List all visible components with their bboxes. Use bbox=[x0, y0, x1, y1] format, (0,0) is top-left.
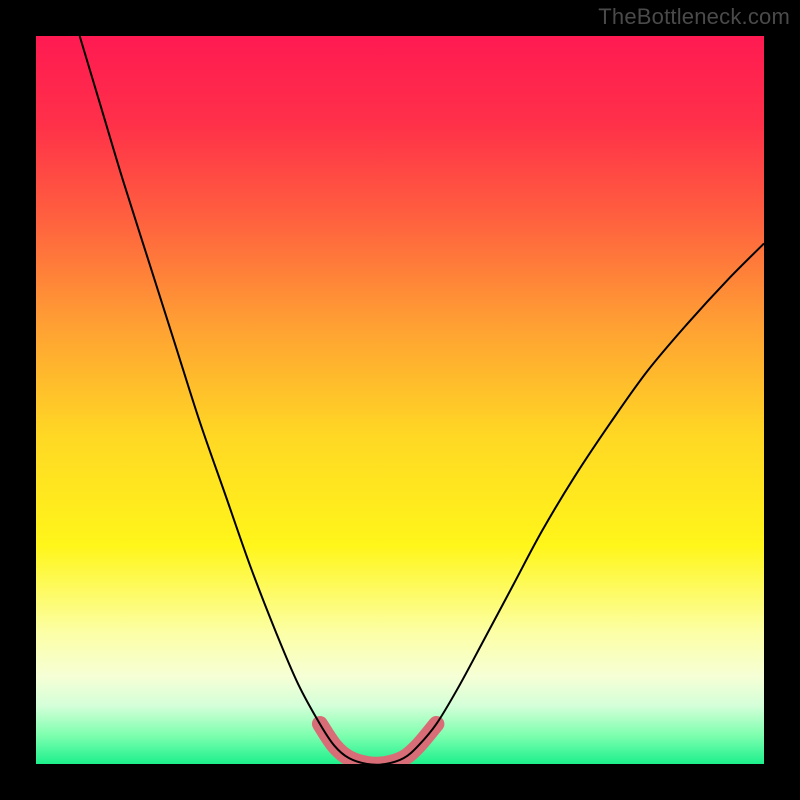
chart-container: TheBottleneck.com bbox=[0, 0, 800, 800]
bottleneck-curve-chart bbox=[0, 0, 800, 800]
watermark-text: TheBottleneck.com bbox=[598, 4, 790, 30]
gradient-background bbox=[36, 36, 764, 764]
